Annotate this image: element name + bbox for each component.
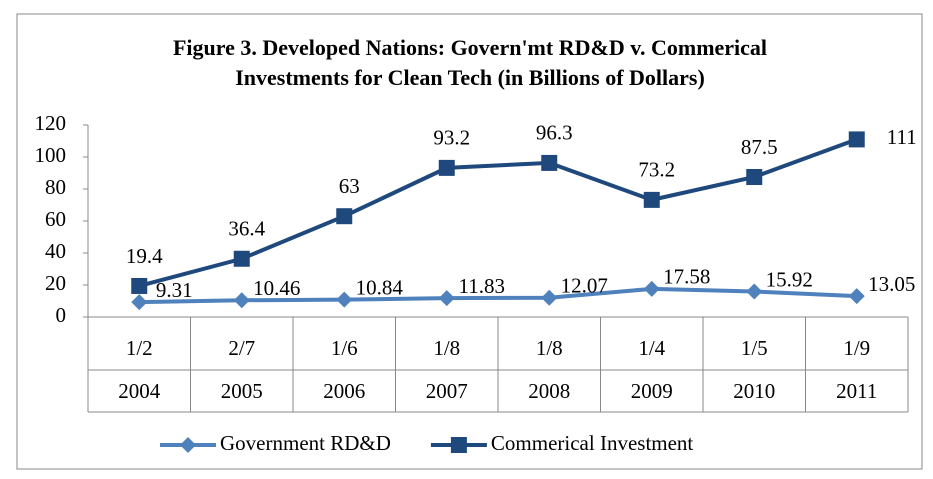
x-tick-label: 1/6 <box>331 336 358 360</box>
legend-label: Government RD&D <box>220 431 391 455</box>
x-tick-label: 1/5 <box>741 336 768 360</box>
x-group-label: 2011 <box>836 379 877 403</box>
marker <box>541 289 558 306</box>
data-label: 13.05 <box>868 272 915 296</box>
y-tick-label: 80 <box>45 175 66 199</box>
y-tick-label: 120 <box>35 111 67 135</box>
y-tick-label: 100 <box>35 143 67 167</box>
x-tick-label: 1/8 <box>536 336 563 360</box>
data-label: 11.83 <box>459 274 505 298</box>
x-group-label: 2010 <box>733 379 775 403</box>
y-tick-label: 60 <box>45 207 66 231</box>
chart-title: Figure 3. Developed Nations: Govern'mt R… <box>173 35 767 60</box>
data-label: 63 <box>339 174 360 198</box>
data-label: 87.5 <box>741 135 778 159</box>
x-group-label: 2007 <box>426 379 468 403</box>
data-label: 10.46 <box>253 276 300 300</box>
legend-label: Commerical Investment <box>491 431 694 455</box>
data-label: 36.4 <box>228 217 265 241</box>
chart-border <box>16 13 923 470</box>
marker <box>746 283 763 300</box>
marker <box>438 290 455 307</box>
y-tick-label: 20 <box>45 271 66 295</box>
data-label: 93.2 <box>433 126 470 150</box>
marker <box>848 131 865 148</box>
marker <box>541 154 558 171</box>
legend-marker <box>450 437 467 453</box>
marker <box>746 169 763 185</box>
data-label: 15.92 <box>766 267 813 291</box>
y-tick-label: 0 <box>56 303 67 327</box>
x-group-label: 2008 <box>528 379 570 403</box>
x-tick-label: 1/9 <box>843 336 870 360</box>
x-tick-label: 1/2 <box>126 336 153 360</box>
x-tick-label: 1/8 <box>433 336 460 360</box>
marker <box>131 277 148 294</box>
marker <box>643 191 660 208</box>
marker <box>131 294 148 311</box>
x-group-label: 2006 <box>323 379 365 403</box>
x-tick-label: 2/7 <box>228 336 255 360</box>
data-label: 111 <box>887 125 917 149</box>
y-tick-label: 40 <box>45 239 66 263</box>
x-tick-label: 1/4 <box>638 336 665 360</box>
data-label: 96.3 <box>536 121 573 145</box>
data-label: 10.84 <box>356 275 404 299</box>
marker <box>848 288 865 305</box>
series-line <box>138 137 858 288</box>
x-group-label: 2009 <box>631 379 673 403</box>
x-group-label: 2004 <box>118 379 161 403</box>
legend-marker <box>180 437 196 453</box>
series-line <box>139 286 857 305</box>
marker <box>233 250 250 267</box>
data-label: 19.4 <box>126 244 163 268</box>
chart-title: Investments for Clean Tech (in Billions … <box>235 65 705 90</box>
data-label: 12.07 <box>561 274 608 298</box>
data-label: 73.2 <box>638 158 675 182</box>
marker <box>643 280 660 297</box>
marker <box>233 292 250 309</box>
x-group-label: 2005 <box>221 379 263 403</box>
marker <box>438 159 455 176</box>
marker <box>336 208 353 225</box>
data-label: 17.58 <box>663 265 710 289</box>
marker <box>336 291 353 308</box>
